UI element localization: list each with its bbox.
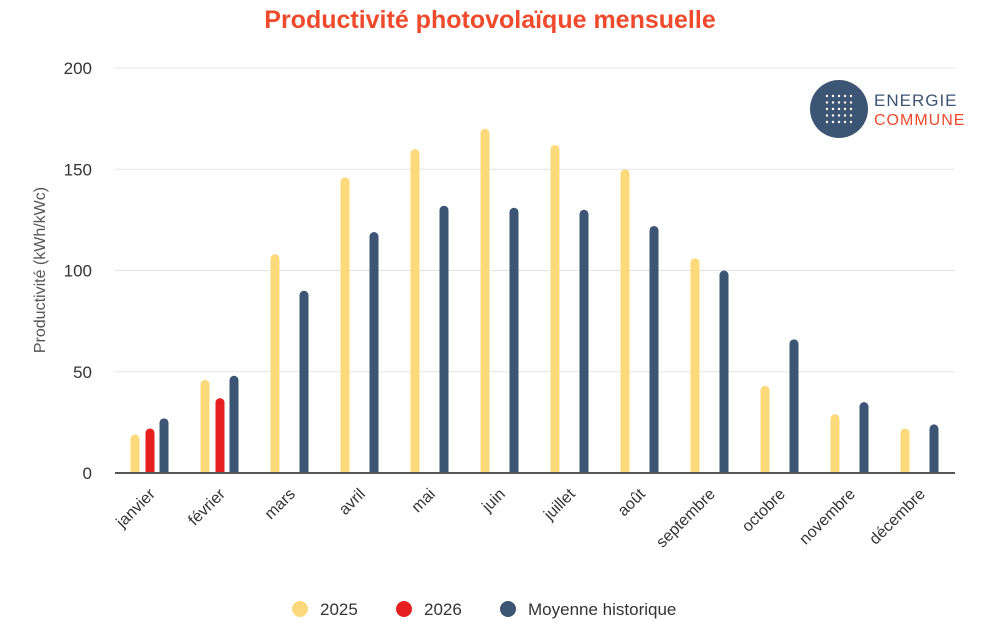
bar-2025-mai bbox=[410, 149, 420, 477]
legend-item[interactable]: Moyenne historique bbox=[500, 600, 676, 619]
legend-label: Moyenne historique bbox=[528, 600, 676, 619]
bar-moyenne-historique-juillet bbox=[579, 209, 589, 477]
bar-2025-avril bbox=[340, 177, 350, 477]
bar-2025-juillet bbox=[550, 144, 560, 477]
x-tick-label: juillet bbox=[540, 485, 579, 524]
bar-2025-mars bbox=[270, 254, 280, 477]
bar-moyenne-historique-septembre bbox=[719, 270, 729, 477]
bar-moyenne-historique-janvier bbox=[159, 418, 169, 477]
legend-label: 2025 bbox=[320, 600, 358, 619]
bar-moyenne-historique-mai bbox=[439, 205, 449, 477]
bar-2025-février bbox=[200, 379, 210, 477]
bar-moyenne-historique-novembre bbox=[859, 402, 869, 477]
logo-line1: ENERGIE bbox=[874, 91, 958, 110]
x-tick-label: avril bbox=[336, 486, 369, 519]
legend-marker bbox=[500, 601, 516, 617]
legend-label: 2026 bbox=[424, 600, 462, 619]
bar-moyenne-historique-avril bbox=[369, 232, 379, 477]
bar-2025-novembre bbox=[830, 414, 840, 477]
y-tick-label: 150 bbox=[64, 160, 92, 179]
bar-2025-octobre bbox=[760, 385, 770, 477]
y-axis-label: Productivité (kWh/kWc) bbox=[32, 187, 49, 353]
chart-title: Productivité photovolaïque mensuelle bbox=[264, 6, 716, 34]
x-tick-label: octobre bbox=[739, 486, 789, 536]
legend-item[interactable]: 2025 bbox=[292, 600, 358, 619]
bar-moyenne-historique-juin bbox=[509, 207, 519, 477]
bar-moyenne-historique-août bbox=[649, 225, 659, 477]
x-tick-label: mai bbox=[409, 486, 439, 516]
energie-commune-logo: ENERGIE COMMUNE bbox=[810, 80, 965, 138]
bar-2025-janvier bbox=[130, 434, 140, 477]
x-tick-label: janvier bbox=[113, 485, 160, 532]
x-tick-label: novembre bbox=[796, 486, 858, 548]
legend-marker bbox=[396, 601, 412, 617]
logo-line2: COMMUNE bbox=[874, 112, 965, 129]
legend-item[interactable]: 2026 bbox=[396, 600, 462, 619]
y-tick-label: 100 bbox=[64, 262, 92, 281]
bar-2025-juin bbox=[480, 128, 490, 477]
bar-2025-septembre bbox=[690, 258, 700, 477]
y-tick-label: 200 bbox=[64, 59, 92, 78]
x-tick-label: février bbox=[185, 485, 229, 529]
bar-moyenne-historique-février bbox=[229, 375, 239, 477]
bar-2025-décembre bbox=[900, 428, 910, 477]
bar-moyenne-historique-décembre bbox=[929, 424, 939, 477]
y-tick-label: 0 bbox=[83, 464, 92, 483]
x-tick-label: décembre bbox=[866, 486, 928, 548]
x-tick-label: septembre bbox=[653, 486, 719, 552]
bar-moyenne-historique-octobre bbox=[789, 339, 799, 477]
bar-2026-janvier bbox=[145, 428, 155, 477]
bar-2026-février bbox=[215, 398, 225, 477]
x-tick-label: juin bbox=[478, 486, 508, 516]
y-tick-label: 50 bbox=[73, 363, 92, 382]
legend-marker bbox=[292, 601, 308, 617]
x-tick-label: août bbox=[615, 485, 649, 519]
bar-2025-août bbox=[620, 169, 630, 477]
bar-moyenne-historique-mars bbox=[299, 290, 309, 477]
x-tick-label: mars bbox=[262, 486, 299, 523]
